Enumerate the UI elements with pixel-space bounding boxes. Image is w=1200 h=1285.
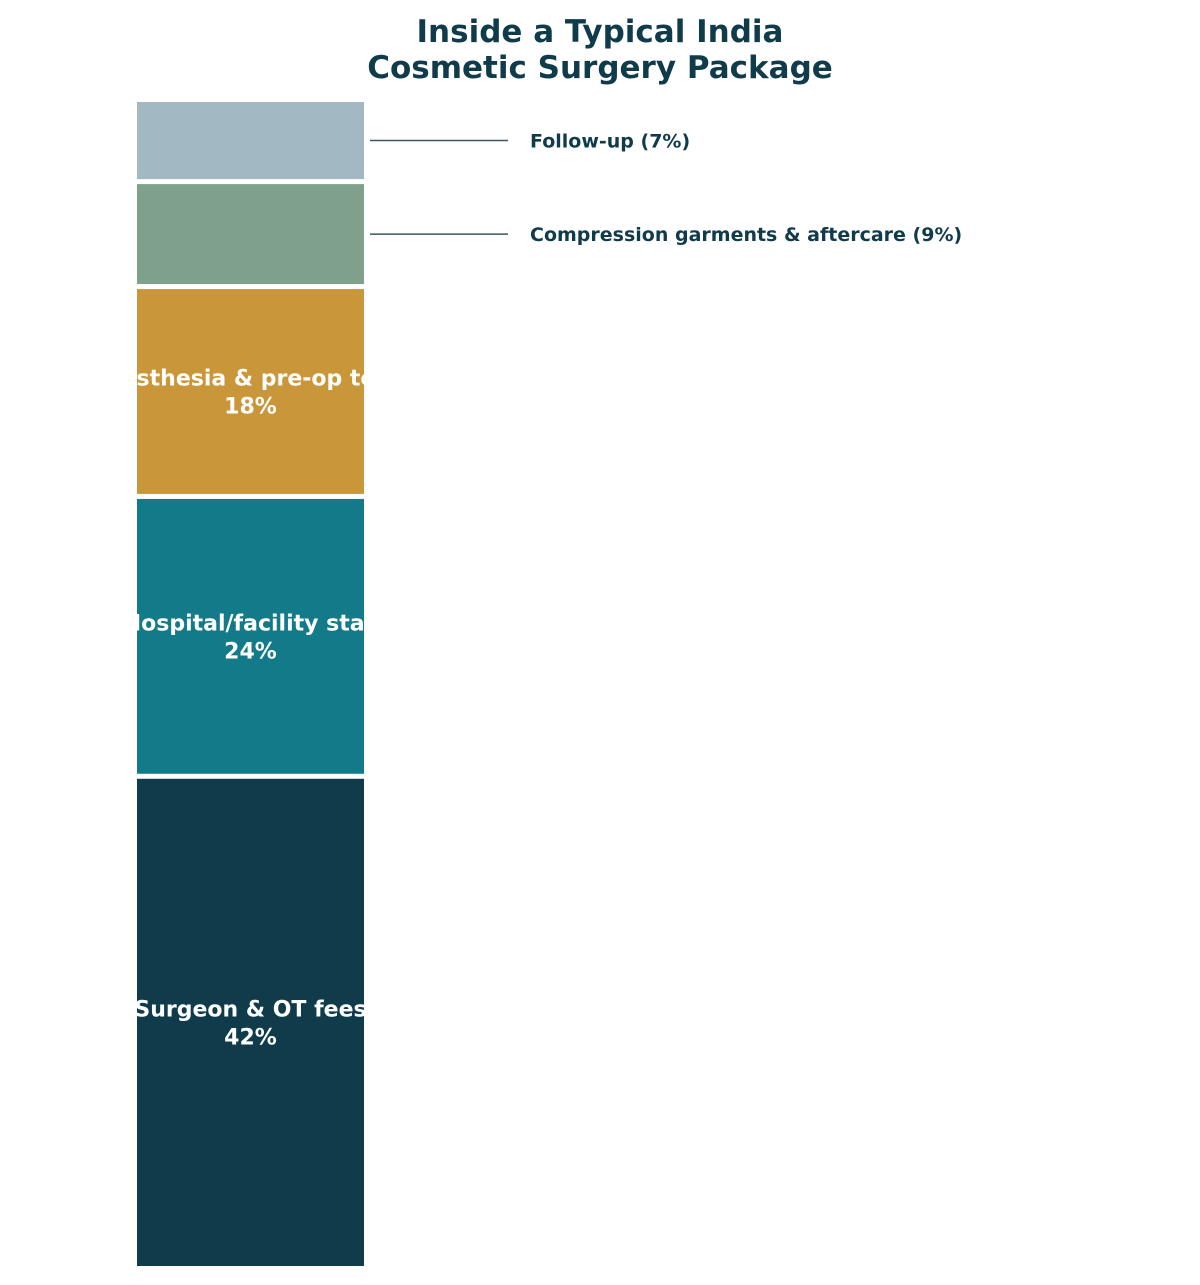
segment-label-surgeon-ot-fees: Surgeon & OT fees [134, 997, 366, 1022]
bar-segments: Surgeon & OT fees 42% Hospital/facility st… [89, 102, 962, 1266]
segment-label-hospital-facility-stay: Hospital/facility stay [123, 611, 379, 636]
segment-compression-garments-aftercare [137, 184, 364, 285]
segment-value-hospital-facility-stay: 24% [224, 639, 277, 664]
chart-title-line-1: Inside a Typical India [417, 14, 784, 50]
segment-label-follow-up: Follow-up (7%) [530, 131, 690, 153]
segment-anesthesia-pre-op-tests [137, 289, 364, 494]
segment-surgeon-ot-fees [137, 778, 364, 1266]
segment-value-surgeon-ot-fees: 42% [224, 1025, 277, 1050]
segment-label-compression-garments-aftercare: Compression garments & aftercare (9%) [530, 224, 962, 246]
segment-label-anesthesia-pre-op-tests: Anesthesia & pre-op tests [89, 367, 412, 392]
chart-title-line-2: Cosmetic Surgery Package [367, 50, 833, 86]
segment-value-anesthesia-pre-op-tests: 18% [224, 395, 277, 420]
segment-follow-up [137, 102, 364, 180]
segment-hospital-facility-stay [137, 498, 364, 774]
